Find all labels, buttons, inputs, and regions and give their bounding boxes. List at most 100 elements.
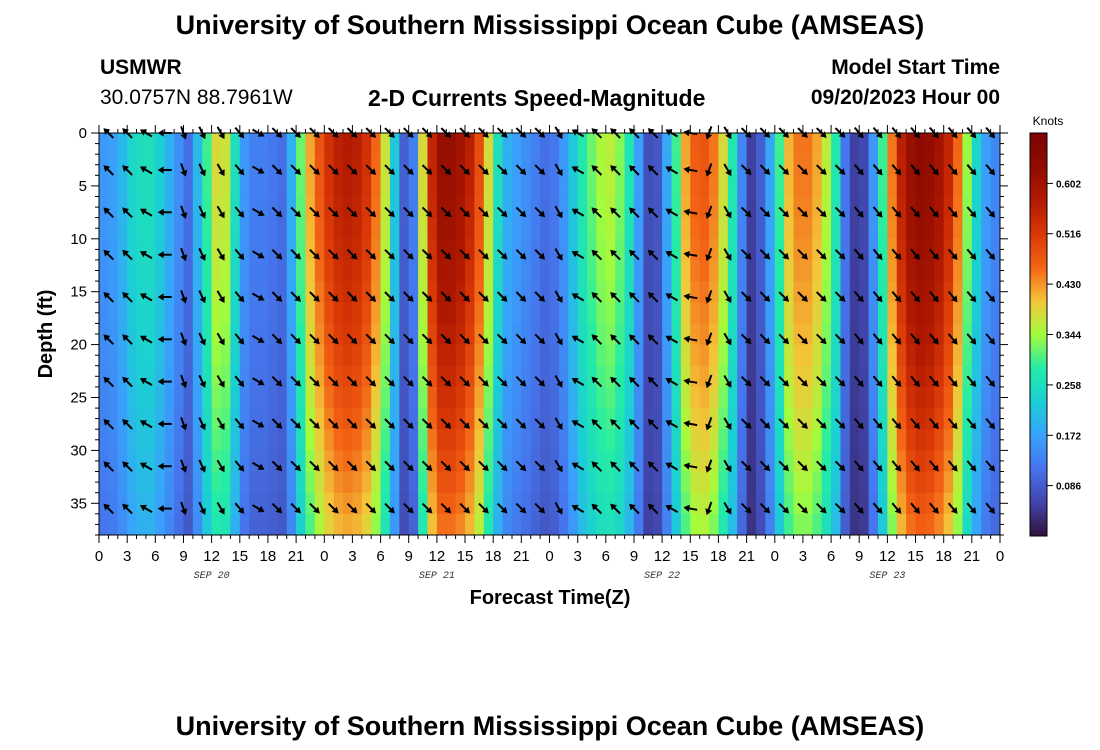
x-tick-label: 21 (738, 548, 755, 565)
heatmap-cell (662, 238, 673, 261)
heatmap-cell (155, 450, 166, 473)
heatmap-cell (643, 196, 654, 219)
current-arrow (947, 502, 958, 514)
heatmap-cell (399, 217, 410, 240)
heatmap-cell (643, 450, 654, 473)
current-arrow (180, 501, 188, 516)
heatmap-cell (802, 175, 813, 198)
heatmap-cell (971, 492, 982, 515)
current-arrow (891, 333, 902, 345)
heatmap-cell (230, 386, 241, 409)
current-arrow (591, 292, 603, 303)
heatmap-cell (680, 429, 691, 451)
heatmap-cell (474, 471, 485, 494)
heatmap-cell (821, 302, 832, 325)
heatmap-cell (389, 281, 400, 303)
heatmap-cell (277, 133, 288, 155)
heatmap-cell (746, 344, 757, 367)
heatmap-cell (230, 429, 241, 451)
heatmap-cell (906, 302, 917, 325)
current-arrow (309, 291, 320, 302)
heatmap-cell (436, 175, 447, 198)
heatmap-cell (596, 408, 607, 430)
heatmap-cell (568, 281, 579, 303)
heatmap-cell (915, 386, 926, 409)
heatmap-cell (155, 344, 166, 367)
current-arrow (647, 376, 659, 388)
heatmap-cell (258, 513, 269, 535)
model-start-time: 09/20/2023 Hour 00 (810, 86, 1000, 109)
heatmap-cell (164, 450, 175, 473)
heatmap-cell (587, 175, 598, 198)
heatmap-cell (389, 154, 400, 176)
heatmap-cell (643, 492, 654, 515)
heatmap-cell (990, 259, 1000, 282)
heatmap-cell (971, 281, 982, 303)
heatmap-cell (521, 196, 532, 219)
current-arrow (665, 378, 679, 386)
current-arrow (759, 460, 771, 472)
heatmap-cell (680, 492, 691, 515)
heatmap-cell (802, 513, 813, 535)
heatmap-cell (108, 217, 119, 240)
current-arrow (723, 459, 732, 473)
heatmap-cell (821, 365, 832, 388)
current-arrow (198, 290, 206, 304)
current-arrow (591, 165, 603, 176)
heatmap-cell (765, 196, 776, 219)
heatmap-cell (164, 408, 175, 430)
current-arrow (778, 418, 790, 429)
heatmap-cell (427, 323, 438, 346)
heatmap-cell (99, 302, 109, 325)
heatmap-cell (784, 196, 795, 219)
heatmap-cell (643, 323, 654, 346)
heatmap-cell (333, 154, 344, 176)
current-arrow (234, 460, 245, 472)
heatmap-cell (343, 471, 354, 494)
heatmap-cell (915, 281, 926, 303)
heatmap-cell (389, 429, 400, 451)
heatmap-cell (971, 238, 982, 261)
heatmap-cell (643, 344, 654, 367)
heatmap-cell (699, 365, 710, 388)
current-arrow (384, 291, 395, 302)
current-arrow (759, 333, 771, 345)
heatmap-cell (333, 259, 344, 282)
current-arrow (647, 249, 659, 261)
heatmap-cell (446, 471, 457, 494)
heatmap-cell (662, 259, 673, 282)
current-arrow (610, 334, 621, 345)
heatmap-cell (192, 217, 203, 240)
heatmap-cell (718, 323, 729, 346)
heatmap-cell (465, 302, 476, 325)
current-arrow (929, 333, 939, 345)
heatmap-cell (164, 196, 175, 219)
heatmap-cell (549, 323, 560, 346)
heatmap-cell (371, 450, 382, 473)
footer-title: University of Southern Mississippi Ocean… (175, 711, 925, 741)
heatmap-cell (821, 323, 832, 346)
heatmap-cell (596, 196, 607, 219)
heatmap-cell (333, 238, 344, 261)
heatmap-cell (183, 259, 194, 282)
heatmap-cell (652, 133, 663, 155)
heatmap-cell (831, 429, 842, 451)
heatmap-cell (859, 344, 870, 367)
heatmap-cell (699, 281, 710, 303)
heatmap-cell (877, 513, 888, 535)
heatmap-cell (558, 492, 569, 515)
current-arrow (234, 375, 245, 387)
heatmap-cell (737, 386, 748, 409)
current-arrow (985, 333, 996, 345)
heatmap-cell (746, 450, 757, 473)
heatmap-cell (981, 217, 992, 240)
current-arrow (403, 375, 414, 387)
heatmap-cell (174, 133, 185, 155)
heatmap-cell (286, 429, 297, 451)
heatmap-cell (427, 196, 438, 219)
current-arrow (459, 291, 470, 302)
heatmap-cell (333, 513, 344, 535)
heatmap-cell (990, 450, 1000, 473)
heatmap-cell (202, 154, 213, 176)
